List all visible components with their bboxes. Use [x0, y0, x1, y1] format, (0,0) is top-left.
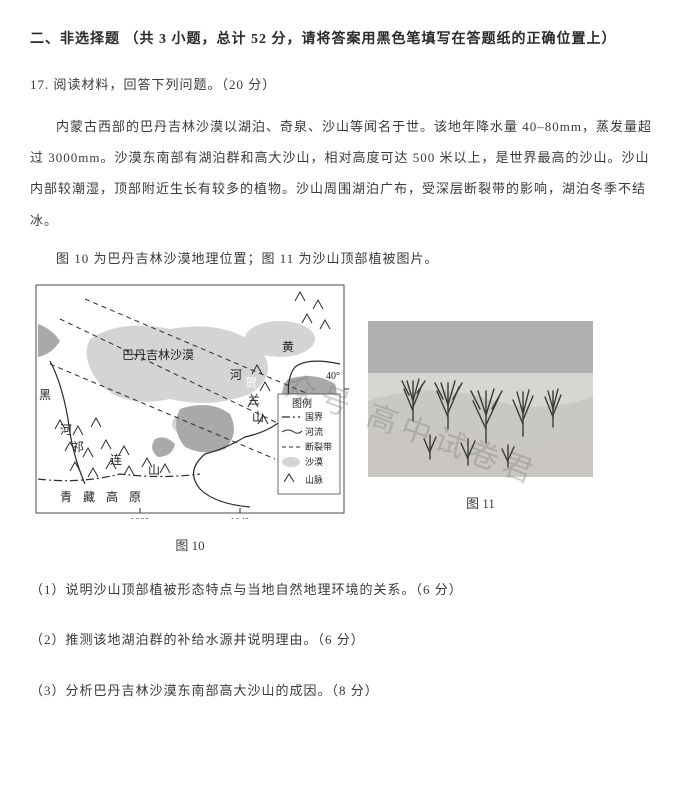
map-label-helan-s: 山	[252, 410, 264, 424]
map-label-helan-h: 贺	[245, 376, 257, 390]
sub-question-1: （1）说明沙山顶部植被形态特点与当地自然地理环境的关系。（6 分）	[30, 576, 662, 605]
map-label-he2: 河	[230, 368, 242, 382]
legend-river: 河流	[305, 426, 323, 437]
question-passage: 内蒙古西部的巴丹吉林沙漠以湖泊、奇泉、沙山等闻名于世。该地年降水量 40–80m…	[30, 111, 662, 236]
map-label-huang: 黄	[282, 340, 294, 354]
figure-map: 巴丹吉林沙漠 黑 河 黄 河 祁 连 山 贺 兰 山 青 藏 高 原 100° …	[30, 279, 350, 554]
map-lon-100: 100°	[130, 517, 149, 519]
legend-mtn: 山脉	[305, 474, 323, 485]
figure-intro: 图 10 为巴丹吉林沙漠地理位置；图 11 为沙山顶部植被图片。	[30, 248, 662, 267]
legend-title: 图例	[292, 397, 312, 410]
map-label-desert: 巴丹吉林沙漠	[122, 348, 194, 362]
question-number: 17. 阅读材料，回答下列问题。（20 分）	[30, 74, 662, 93]
sub-question-2: （2）推测该地湖泊群的补给水源并说明理由。（6 分）	[30, 626, 662, 655]
map-label-helan-l: 兰	[248, 393, 260, 407]
legend-fault: 断裂带	[305, 441, 332, 452]
figures-row: 巴丹吉林沙漠 黑 河 黄 河 祁 连 山 贺 兰 山 青 藏 高 原 100° …	[30, 279, 662, 554]
map-label-qilian-s: 山	[148, 463, 160, 477]
map-label-qingzang: 青 藏 高 原	[60, 489, 145, 504]
sub-question-3: （3）分析巴丹吉林沙漠东南部高大沙山的成因。（8 分）	[30, 677, 662, 706]
map-label-qilian-l: 连	[110, 452, 122, 467]
map-svg: 巴丹吉林沙漠 黑 河 黄 河 祁 连 山 贺 兰 山 青 藏 高 原 100° …	[30, 279, 350, 519]
legend-desert: 沙漠	[305, 457, 323, 467]
map-label-hei: 黑	[39, 388, 51, 402]
map-label-qilian-q: 祁	[72, 439, 84, 454]
map-lat-40: 40°	[326, 371, 340, 382]
photo-caption: 图 11	[466, 493, 495, 512]
photo-svg	[368, 321, 593, 477]
section-heading: 二、非选择题 （共 3 小题，总计 52 分，请将答案用黑色笔填写在答题纸的正确…	[30, 28, 662, 48]
map-label-he: 河	[60, 423, 72, 437]
figure-photo: 图 11	[368, 279, 593, 554]
legend-border: 国界	[305, 412, 323, 422]
map-caption: 图 10	[175, 535, 204, 554]
map-lon-104: 104°	[230, 517, 249, 519]
